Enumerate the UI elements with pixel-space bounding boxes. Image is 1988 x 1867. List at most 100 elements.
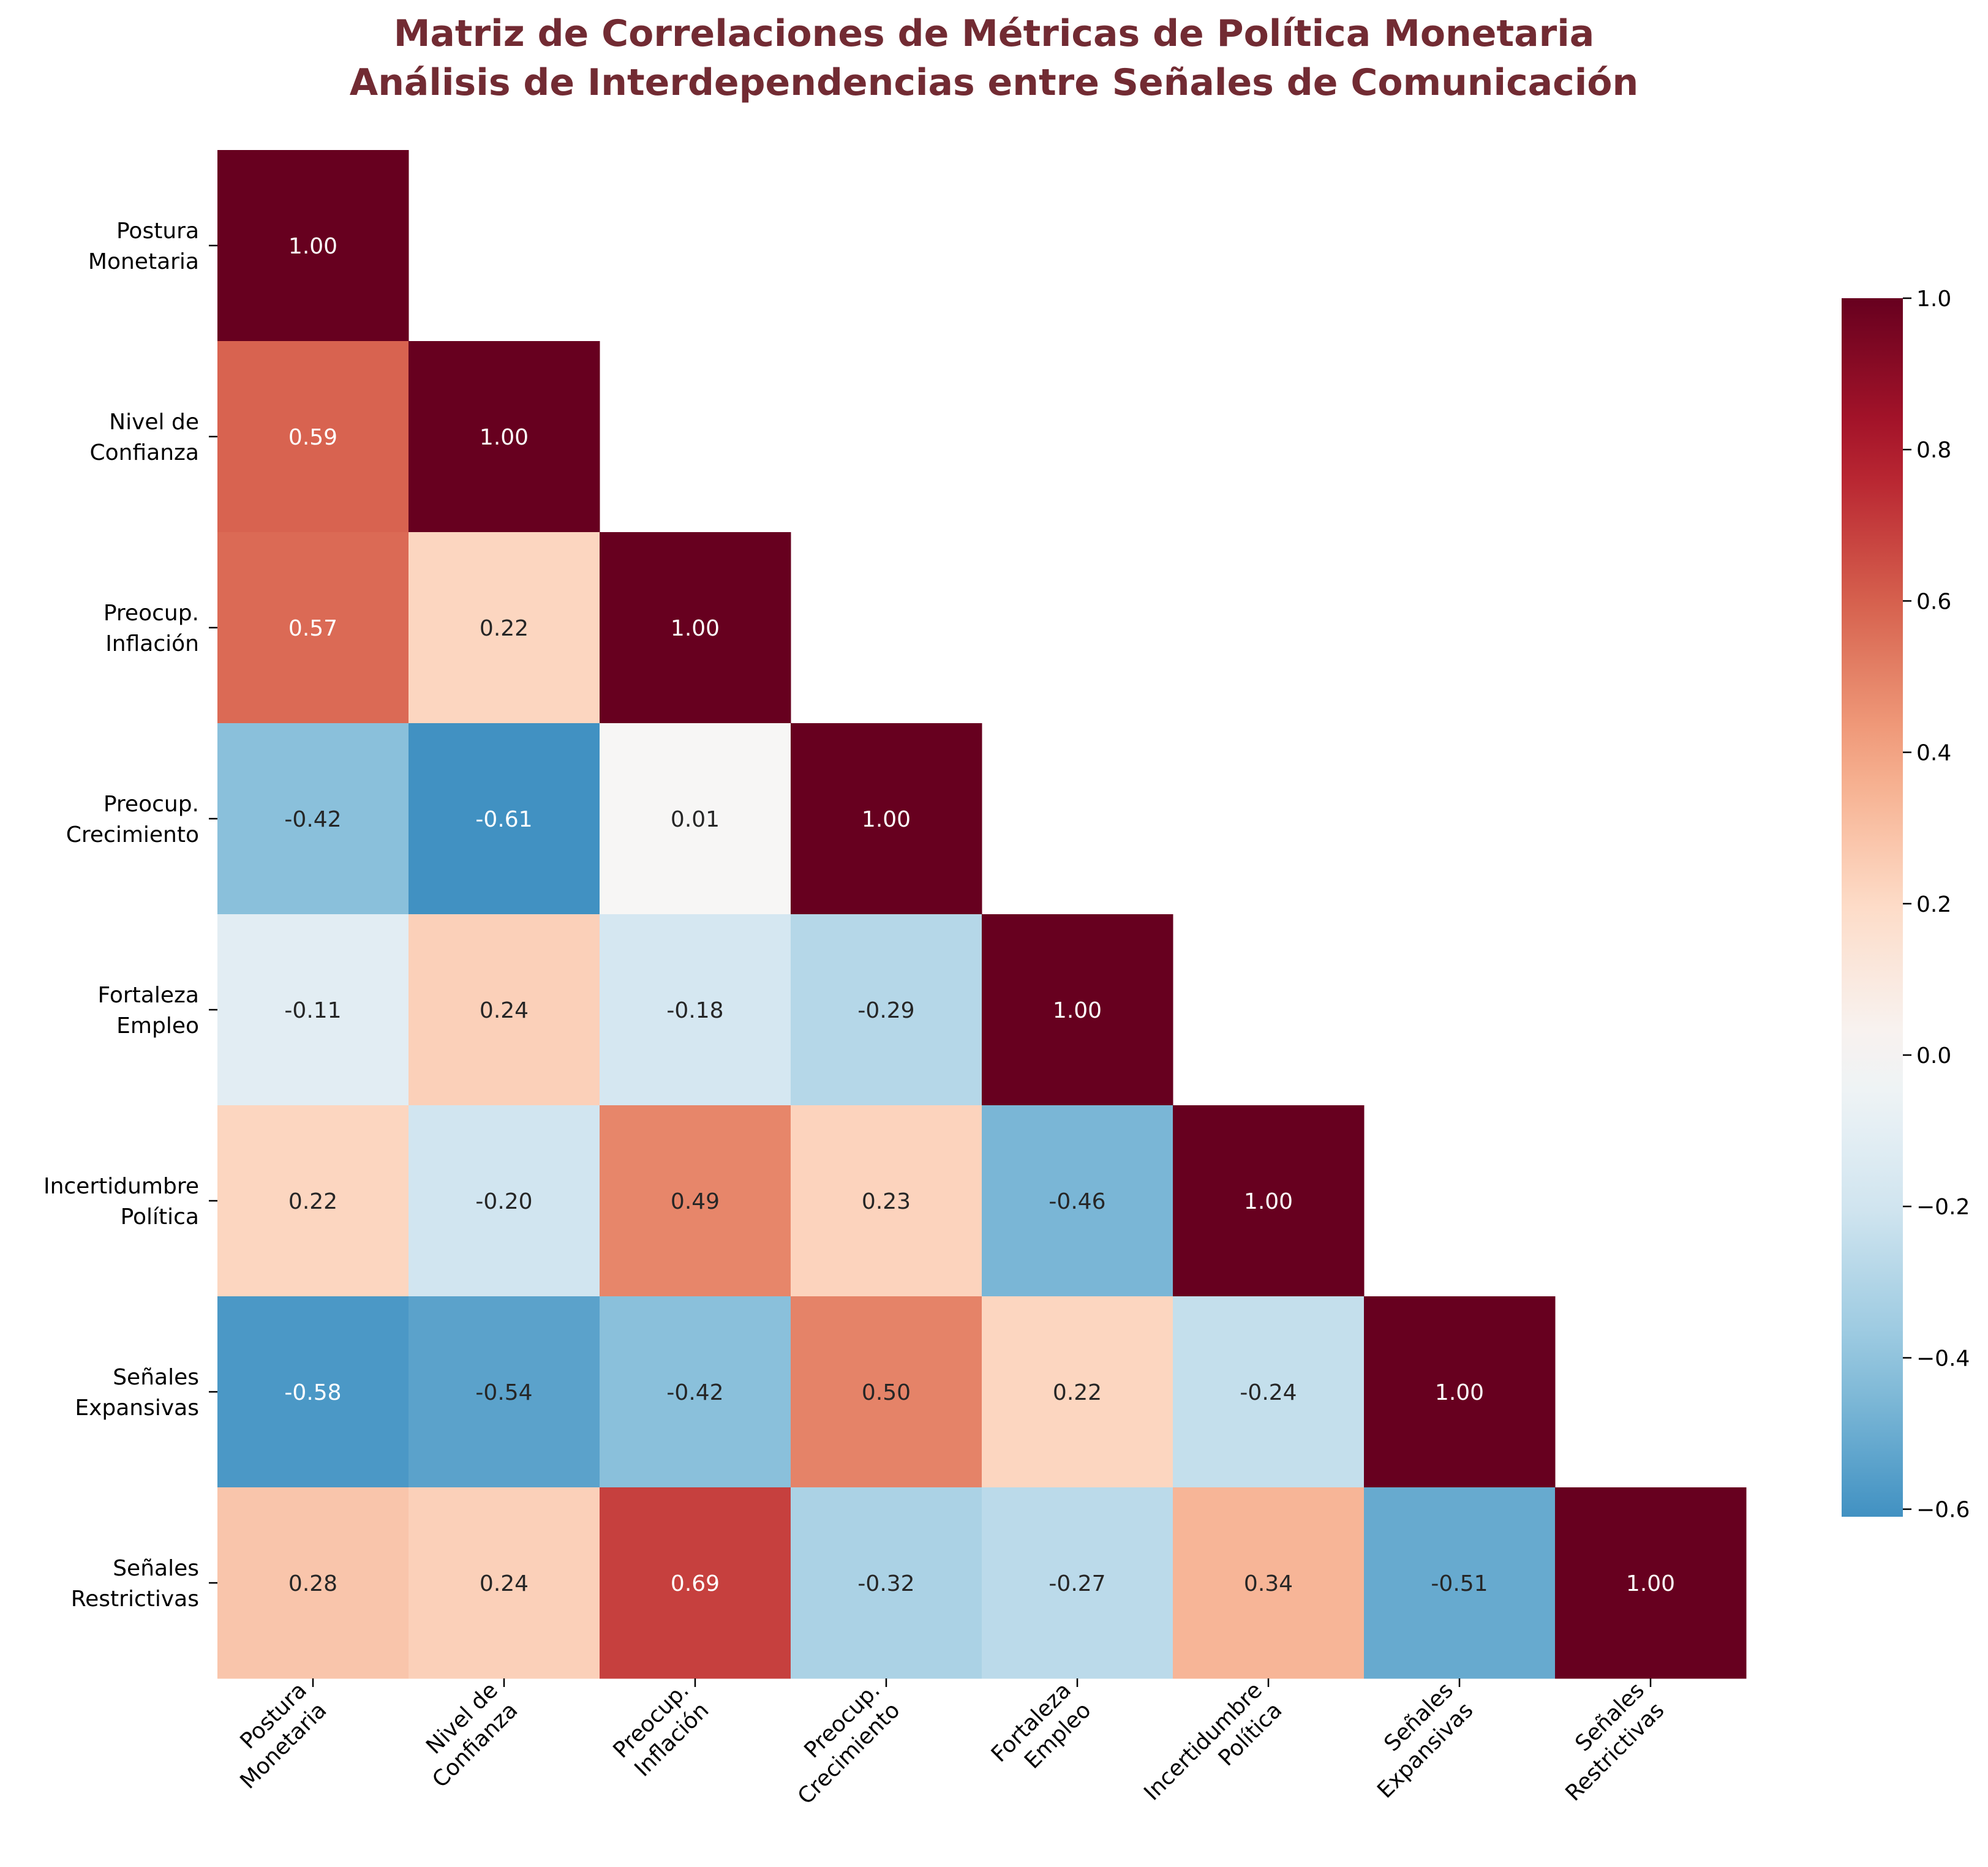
heatmap-cell bbox=[409, 341, 600, 533]
heatmap-cell bbox=[409, 723, 600, 915]
heatmap-cell bbox=[217, 532, 409, 724]
y-tick-label: Postura bbox=[116, 219, 199, 244]
heatmap-cell bbox=[600, 532, 791, 724]
colorbar-tick-label: 0.0 bbox=[1916, 1043, 1951, 1069]
heatmap-cell bbox=[600, 723, 791, 915]
colorbar-tick-label: 1.0 bbox=[1916, 287, 1951, 312]
cell-value-label: 1.00 bbox=[1244, 1189, 1293, 1214]
y-tick-label: Señales bbox=[113, 1556, 199, 1581]
colorbar-tick-label: 0.8 bbox=[1916, 438, 1951, 463]
heatmap-cell bbox=[982, 1487, 1173, 1679]
cell-value-label: 0.28 bbox=[288, 1571, 337, 1596]
heatmap-cell bbox=[791, 723, 982, 915]
heatmap-cell bbox=[1173, 1487, 1365, 1679]
cell-value-label: 0.23 bbox=[862, 1189, 911, 1214]
heatmap-cell bbox=[217, 341, 409, 533]
chart-subtitle: Análisis de Interdependencias entre Seña… bbox=[350, 61, 1638, 104]
cell-value-label: 0.22 bbox=[480, 616, 529, 641]
y-tick-label: Nivel de bbox=[109, 410, 199, 435]
heatmap-cell bbox=[217, 723, 409, 915]
heatmap-cell bbox=[1555, 1487, 1747, 1679]
heatmap-cell bbox=[409, 1105, 600, 1297]
cell-value-label: -0.58 bbox=[284, 1380, 341, 1405]
heatmap-cell bbox=[982, 1105, 1173, 1297]
y-tick-label: Preocup. bbox=[104, 601, 199, 626]
heatmap-cell bbox=[982, 1296, 1173, 1488]
chart-title: Matriz de Correlaciones de Métricas de P… bbox=[394, 12, 1595, 55]
cell-value-label: 0.49 bbox=[671, 1189, 720, 1214]
cell-value-label: 0.01 bbox=[671, 807, 720, 832]
heatmap-cell bbox=[791, 1105, 982, 1297]
heatmap-cell bbox=[217, 1487, 409, 1679]
cell-value-label: -0.46 bbox=[1049, 1189, 1105, 1214]
colorbar-tick-label: 0.6 bbox=[1916, 589, 1951, 614]
colorbar-tick-label: 0.2 bbox=[1916, 892, 1951, 917]
cell-value-label: -0.20 bbox=[475, 1189, 532, 1214]
cell-value-label: 0.24 bbox=[480, 998, 529, 1023]
cell-value-label: 1.00 bbox=[862, 807, 911, 832]
heatmap-cell bbox=[1173, 1296, 1365, 1488]
heatmap-cell bbox=[1173, 1105, 1365, 1297]
cell-value-label: -0.61 bbox=[475, 807, 532, 832]
heatmap-cell bbox=[217, 150, 409, 342]
y-tick-label: Confianza bbox=[90, 440, 200, 465]
cell-value-label: -0.54 bbox=[475, 1380, 532, 1405]
y-tick-label: Incertidumbre bbox=[43, 1174, 199, 1199]
heatmap-cell bbox=[1364, 1487, 1556, 1679]
y-tick-label: Monetaria bbox=[88, 249, 199, 274]
colorbar-tick-label: −0.2 bbox=[1916, 1195, 1970, 1220]
heatmap-cell bbox=[791, 1296, 982, 1488]
cell-value-label: 0.59 bbox=[288, 425, 337, 450]
cell-value-label: -0.18 bbox=[666, 998, 723, 1023]
heatmap-cell bbox=[217, 1296, 409, 1488]
heatmap-cell bbox=[409, 914, 600, 1106]
y-tick-label: Expansivas bbox=[75, 1396, 199, 1421]
heatmap-cell bbox=[409, 1487, 600, 1679]
cell-value-label: -0.27 bbox=[1049, 1571, 1105, 1596]
y-tick-label: Preocup. bbox=[104, 792, 199, 817]
cell-value-label: 0.22 bbox=[288, 1189, 337, 1214]
heatmap-cell bbox=[600, 914, 791, 1106]
heatmap-cell bbox=[791, 914, 982, 1106]
cell-value-label: -0.11 bbox=[284, 998, 341, 1023]
cell-value-label: 0.24 bbox=[480, 1571, 529, 1596]
cell-value-label: 1.00 bbox=[1626, 1571, 1675, 1596]
heatmap-cell bbox=[600, 1105, 791, 1297]
cell-value-label: 1.00 bbox=[288, 234, 337, 259]
colorbar: 1.0 0.8 0.6 0.4 0.2 0.0 −0.2 −0.4 −0.6 bbox=[1842, 287, 1970, 1523]
cell-value-label: -0.29 bbox=[857, 998, 914, 1023]
heatmap-cell bbox=[409, 532, 600, 724]
cell-value-label: 1.00 bbox=[1435, 1380, 1484, 1405]
cell-value-label: -0.24 bbox=[1240, 1380, 1297, 1405]
heatmap-cell bbox=[600, 1487, 791, 1679]
cell-value-label: 1.00 bbox=[480, 425, 529, 450]
y-tick-label: Política bbox=[121, 1204, 199, 1230]
heatmap-cell bbox=[791, 1487, 982, 1679]
colorbar-tick-label: 0.4 bbox=[1916, 741, 1951, 766]
y-tick-label: Restrictivas bbox=[71, 1587, 199, 1612]
cell-value-label: 0.57 bbox=[288, 616, 337, 641]
x-tick-label-group: Preocup.Crecimiento bbox=[793, 1678, 905, 1809]
y-tick-label: Crecimiento bbox=[66, 822, 199, 847]
cell-value-label: -0.51 bbox=[1431, 1571, 1488, 1596]
heatmap-cells: 1.00 0.59 1.00 0.57 0.22 1.00 -0.42 -0.61 0.01 1.… bbox=[217, 150, 1747, 1679]
cell-value-label: 1.00 bbox=[671, 616, 720, 641]
heatmap-cell bbox=[982, 914, 1173, 1106]
cell-value-label: 0.34 bbox=[1244, 1571, 1293, 1596]
colorbar-tick-label: −0.4 bbox=[1916, 1346, 1970, 1371]
y-tick-label: Inflación bbox=[105, 631, 199, 656]
y-tick-label: Señales bbox=[113, 1365, 199, 1390]
y-axis-ticks: Postura Monetaria Nivel de Confianza Preocup… bbox=[43, 219, 217, 1612]
cell-value-label: 0.69 bbox=[671, 1571, 720, 1596]
cell-value-label: -0.32 bbox=[857, 1571, 914, 1596]
heatmap-cell bbox=[409, 1296, 600, 1488]
colorbar-tick-label: −0.6 bbox=[1916, 1498, 1970, 1523]
x-tick-label-group: Preocup.Inflación bbox=[609, 1678, 714, 1782]
